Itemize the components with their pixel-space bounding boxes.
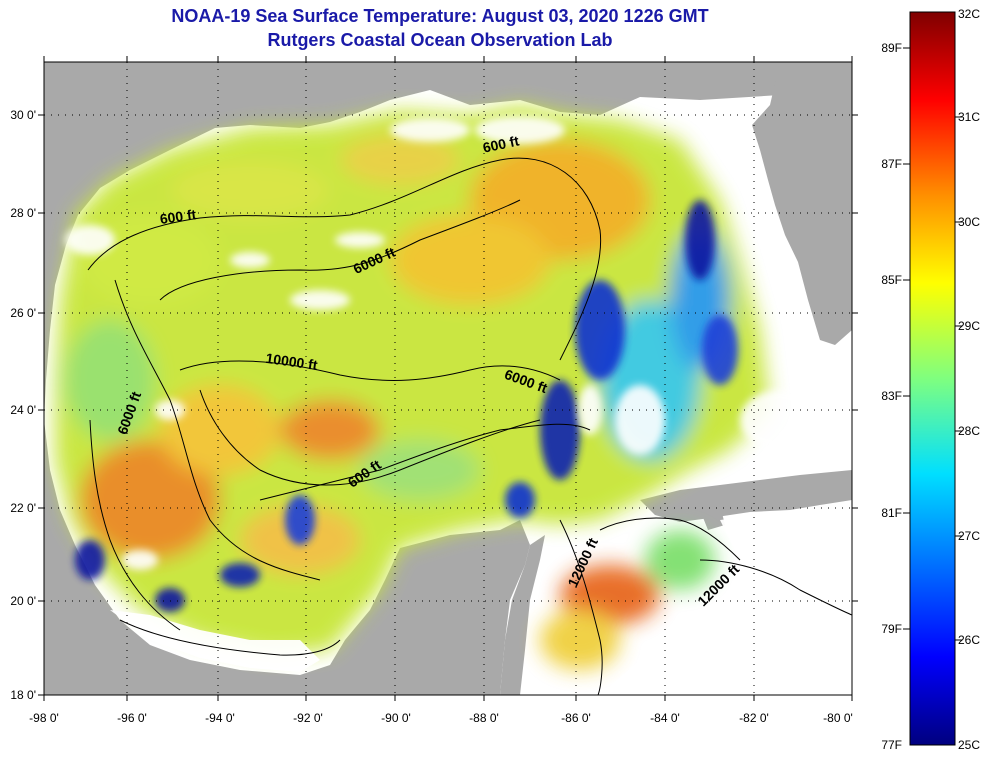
- colorbar-celsius-label: 29C: [958, 319, 980, 333]
- colorbar-fahrenheit-label: 85F: [881, 273, 902, 287]
- bathymetry-contours: [87, 157, 852, 695]
- latitude-labels: 30 0' 28 0' 26 0' 24 0' 22 0' 20 0' 18 0…: [10, 108, 36, 702]
- contour-label: 600 ft: [159, 206, 198, 227]
- map-title: NOAA-19 Sea Surface Temperature: August …: [171, 6, 709, 26]
- lon-label: -80 0': [823, 711, 853, 725]
- colorbar-fahrenheit-label: 79F: [881, 622, 902, 636]
- lon-label: -98 0': [29, 711, 59, 725]
- colorbar-celsius-label: 32C: [958, 7, 980, 21]
- lon-label: -82 0': [739, 711, 769, 725]
- lat-label: 18 0': [10, 688, 36, 702]
- lon-label: -90 0': [381, 711, 411, 725]
- contour-label: 600 ft: [481, 132, 520, 155]
- lon-label: -94 0': [205, 711, 235, 725]
- colorbar-fahrenheit-label: 81F: [881, 506, 902, 520]
- colorbar-fahrenheit-label: 87F: [881, 157, 902, 171]
- colorbar-gradient: [909, 11, 956, 746]
- land-mexico: [44, 420, 530, 695]
- land-florida: [752, 62, 852, 345]
- land-cuba-island: [700, 505, 725, 530]
- lon-label: -86 0': [561, 711, 591, 725]
- lat-label: 26 0': [10, 306, 36, 320]
- lon-label: -96 0': [117, 711, 147, 725]
- colorbar: 32C 31C 30C 29C 28C 27C 26C 25C 89F 87F …: [881, 7, 980, 752]
- land-cuba: [640, 470, 852, 522]
- longitude-labels: -98 0' -96 0' -94 0' -92 0' -90 0' -88 0…: [29, 711, 853, 725]
- graticule: [44, 62, 852, 695]
- land-yucatan: [500, 535, 545, 695]
- colorbar-celsius-label: 25C: [958, 738, 980, 752]
- land-us-coast: [44, 62, 780, 420]
- lat-label: 22 0': [10, 501, 36, 515]
- lat-label: 30 0': [10, 108, 36, 122]
- colorbar-celsius-label: 30C: [958, 215, 980, 229]
- colorbar-celsius-label: 28C: [958, 424, 980, 438]
- colorbar-celsius-label: 27C: [958, 529, 980, 543]
- lat-label: 24 0': [10, 403, 36, 417]
- colorbar-fahrenheit-label: 77F: [881, 738, 902, 752]
- map-subtitle: Rutgers Coastal Ocean Observation Lab: [267, 30, 613, 50]
- colorbar-celsius-label: 26C: [958, 633, 980, 647]
- lon-label: -88 0': [469, 711, 499, 725]
- colorbar-fahrenheit-label: 83F: [881, 389, 902, 403]
- lon-label: -84 0': [650, 711, 680, 725]
- lat-label: 28 0': [10, 206, 36, 220]
- axis-ticks: [38, 56, 858, 701]
- colorbar-celsius-label: 31C: [958, 110, 980, 124]
- lon-label: -92 0': [293, 711, 323, 725]
- lat-label: 20 0': [10, 594, 36, 608]
- contour-label: 10000 ft: [265, 350, 319, 373]
- colorbar-fahrenheit-label: 89F: [881, 41, 902, 55]
